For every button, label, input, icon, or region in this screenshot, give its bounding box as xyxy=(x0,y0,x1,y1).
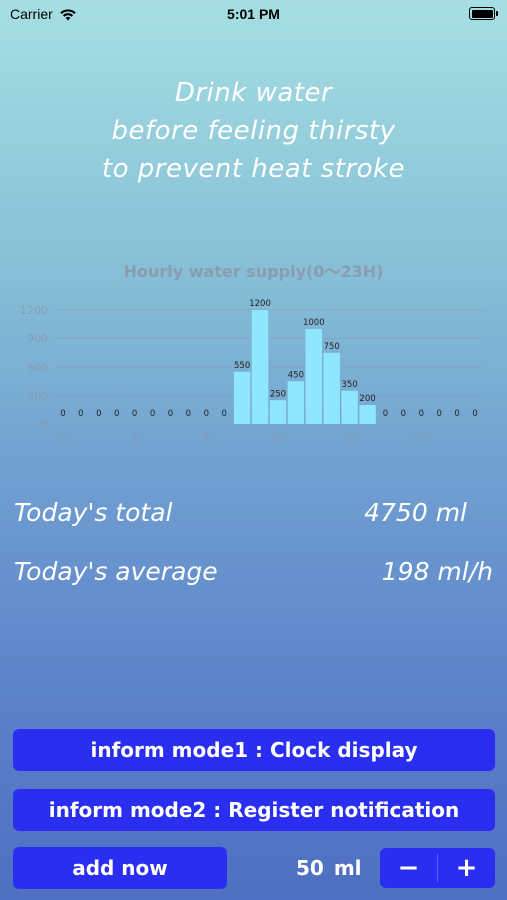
data-label: 0 xyxy=(436,409,441,419)
inform-mode1-button[interactable]: inform mode1 : Clock display xyxy=(13,729,495,771)
headline-line-1: Drink water xyxy=(174,78,333,108)
data-label: 0 xyxy=(78,409,83,419)
bar xyxy=(251,310,269,424)
data-label: 0 xyxy=(419,409,424,419)
bar xyxy=(233,371,251,424)
data-label: 0 xyxy=(221,409,226,419)
x-tick-label: 4 xyxy=(131,431,138,444)
data-label: 0 xyxy=(454,409,459,419)
headline: Drink water before feeling thirsty to pr… xyxy=(0,74,507,188)
average-value: 198 ml/h xyxy=(381,557,493,586)
data-label: 450 xyxy=(288,370,304,380)
bar xyxy=(287,381,305,424)
data-label: 0 xyxy=(132,409,137,419)
data-label: 0 xyxy=(150,409,155,419)
amount-value: 50 xyxy=(296,856,324,880)
stepper-divider xyxy=(437,854,438,882)
data-label: 550 xyxy=(234,361,250,371)
bar xyxy=(305,329,323,424)
data-label: 1000 xyxy=(303,318,325,328)
carrier-label: Carrier xyxy=(10,6,53,22)
y-tick-label: 300 xyxy=(27,390,48,403)
average-label: Today's average xyxy=(14,557,218,586)
inform-mode2-button[interactable]: inform mode2 : Register notification xyxy=(13,789,495,831)
data-label: 350 xyxy=(342,380,358,390)
y-tick-label: 900 xyxy=(27,333,48,346)
carrier-info: Carrier xyxy=(10,6,77,22)
wifi-icon xyxy=(59,8,76,20)
status-time: 5:01 PM xyxy=(227,6,280,22)
y-tick-label: 1200 xyxy=(20,304,48,317)
data-label: 0 xyxy=(96,409,101,419)
bar xyxy=(341,390,358,424)
chart-title: Hourly water supply(0～23H) xyxy=(123,262,384,281)
data-label: 0 xyxy=(401,409,406,419)
bar xyxy=(269,400,287,424)
status-bar: Carrier 5:01 PM xyxy=(0,0,507,28)
x-tick-label: 20 xyxy=(414,431,428,444)
battery-icon xyxy=(469,7,498,20)
x-tick-label: 12 xyxy=(271,431,285,444)
x-tick-label: 16 xyxy=(343,431,357,444)
data-label: 1200 xyxy=(249,299,271,309)
y-tick-label: 600 xyxy=(27,361,48,374)
data-label: 0 xyxy=(383,409,388,419)
data-label: 250 xyxy=(270,389,286,399)
y-tick-label: 0 xyxy=(41,418,48,431)
amount-stepper[interactable]: − + xyxy=(380,848,495,888)
decrement-button[interactable]: − xyxy=(397,853,420,883)
data-label: 0 xyxy=(472,409,477,419)
amount-display: 50 ml xyxy=(296,856,362,880)
bar xyxy=(323,352,340,424)
total-label: Today's total xyxy=(14,498,173,527)
bar xyxy=(359,405,376,424)
headline-line-2: before feeling thirsty xyxy=(111,116,396,146)
data-label: 200 xyxy=(359,394,375,404)
total-value: 4750 ml xyxy=(364,498,467,527)
data-label: 0 xyxy=(114,409,119,419)
headline-line-3: to prevent heat stroke xyxy=(101,154,406,184)
data-label: 0 xyxy=(168,409,173,419)
data-label: 0 xyxy=(60,409,65,419)
data-label: 750 xyxy=(324,342,340,352)
increment-button[interactable]: + xyxy=(455,853,478,883)
data-label: 0 xyxy=(186,409,191,419)
x-tick-label: 0 xyxy=(59,431,66,444)
add-now-button[interactable]: add now xyxy=(13,847,227,889)
amount-unit: ml xyxy=(333,856,362,880)
data-label: 0 xyxy=(204,409,209,419)
x-tick-label: 8 xyxy=(203,431,210,444)
